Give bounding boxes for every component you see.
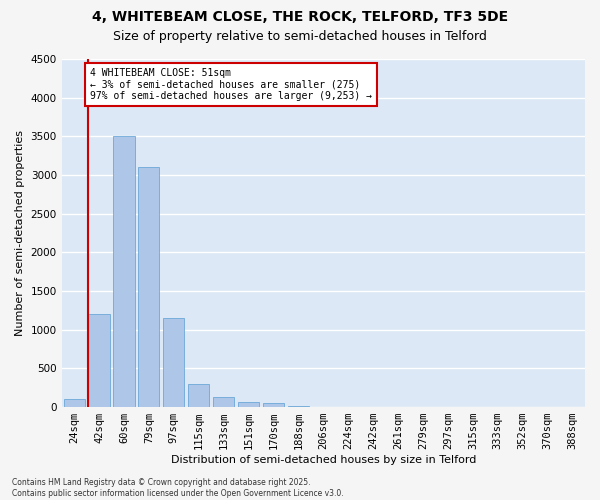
Bar — [163, 318, 184, 407]
Text: Contains HM Land Registry data © Crown copyright and database right 2025.
Contai: Contains HM Land Registry data © Crown c… — [12, 478, 344, 498]
Text: 4 WHITEBEAM CLOSE: 51sqm
← 3% of semi-detached houses are smaller (275)
97% of s: 4 WHITEBEAM CLOSE: 51sqm ← 3% of semi-de… — [91, 68, 373, 102]
Bar — [113, 136, 134, 407]
Bar — [64, 400, 85, 407]
Bar — [238, 402, 259, 407]
Bar — [263, 403, 284, 407]
Text: Size of property relative to semi-detached houses in Telford: Size of property relative to semi-detach… — [113, 30, 487, 43]
Bar — [88, 314, 110, 407]
Bar — [213, 397, 234, 407]
Y-axis label: Number of semi-detached properties: Number of semi-detached properties — [15, 130, 25, 336]
Bar — [288, 406, 309, 407]
X-axis label: Distribution of semi-detached houses by size in Telford: Distribution of semi-detached houses by … — [170, 455, 476, 465]
Text: 4, WHITEBEAM CLOSE, THE ROCK, TELFORD, TF3 5DE: 4, WHITEBEAM CLOSE, THE ROCK, TELFORD, T… — [92, 10, 508, 24]
Bar — [138, 168, 160, 407]
Bar — [188, 384, 209, 407]
